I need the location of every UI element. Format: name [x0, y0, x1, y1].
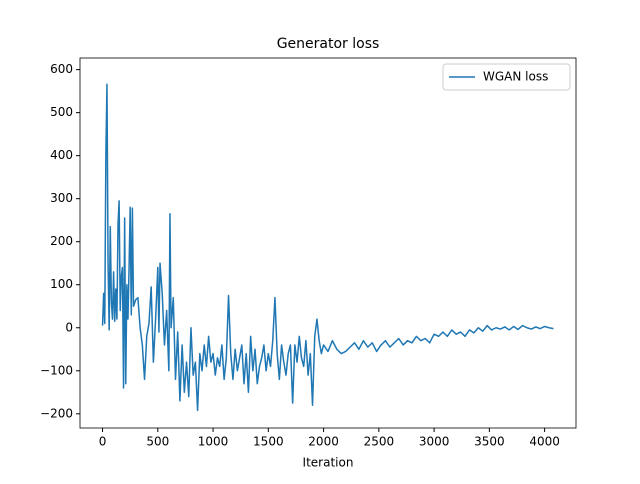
x-tick-label: 2500 — [364, 435, 395, 449]
chart-title: Generator loss — [277, 36, 380, 52]
y-tick-label: −100 — [40, 363, 73, 377]
x-tick-label: 1500 — [253, 435, 284, 449]
data-line — [101, 83, 554, 412]
x-tick-label: 4000 — [529, 435, 560, 449]
x-tick-label: 3000 — [419, 435, 450, 449]
x-axis-label: Iteration — [303, 456, 354, 470]
legend-box — [442, 63, 571, 91]
x-tick-label: 0 — [99, 435, 107, 449]
y-tick-label: 400 — [50, 148, 73, 162]
y-tick-label: −200 — [40, 406, 73, 420]
y-tick-label: 100 — [50, 277, 73, 291]
y-tick-label: 500 — [50, 105, 73, 119]
y-tick-label: 0 — [65, 320, 73, 334]
x-tick-label: 500 — [146, 435, 169, 449]
y-tick-label: 200 — [50, 234, 73, 248]
x-tick-label: 1000 — [198, 435, 229, 449]
x-tick-label: 3500 — [474, 435, 505, 449]
x-tick-label: 2000 — [308, 435, 339, 449]
y-tick-label: 300 — [50, 191, 73, 205]
legend-label: WGAN loss — [483, 70, 548, 84]
y-tick-label: 600 — [50, 62, 73, 76]
plot-frame — [79, 57, 577, 429]
